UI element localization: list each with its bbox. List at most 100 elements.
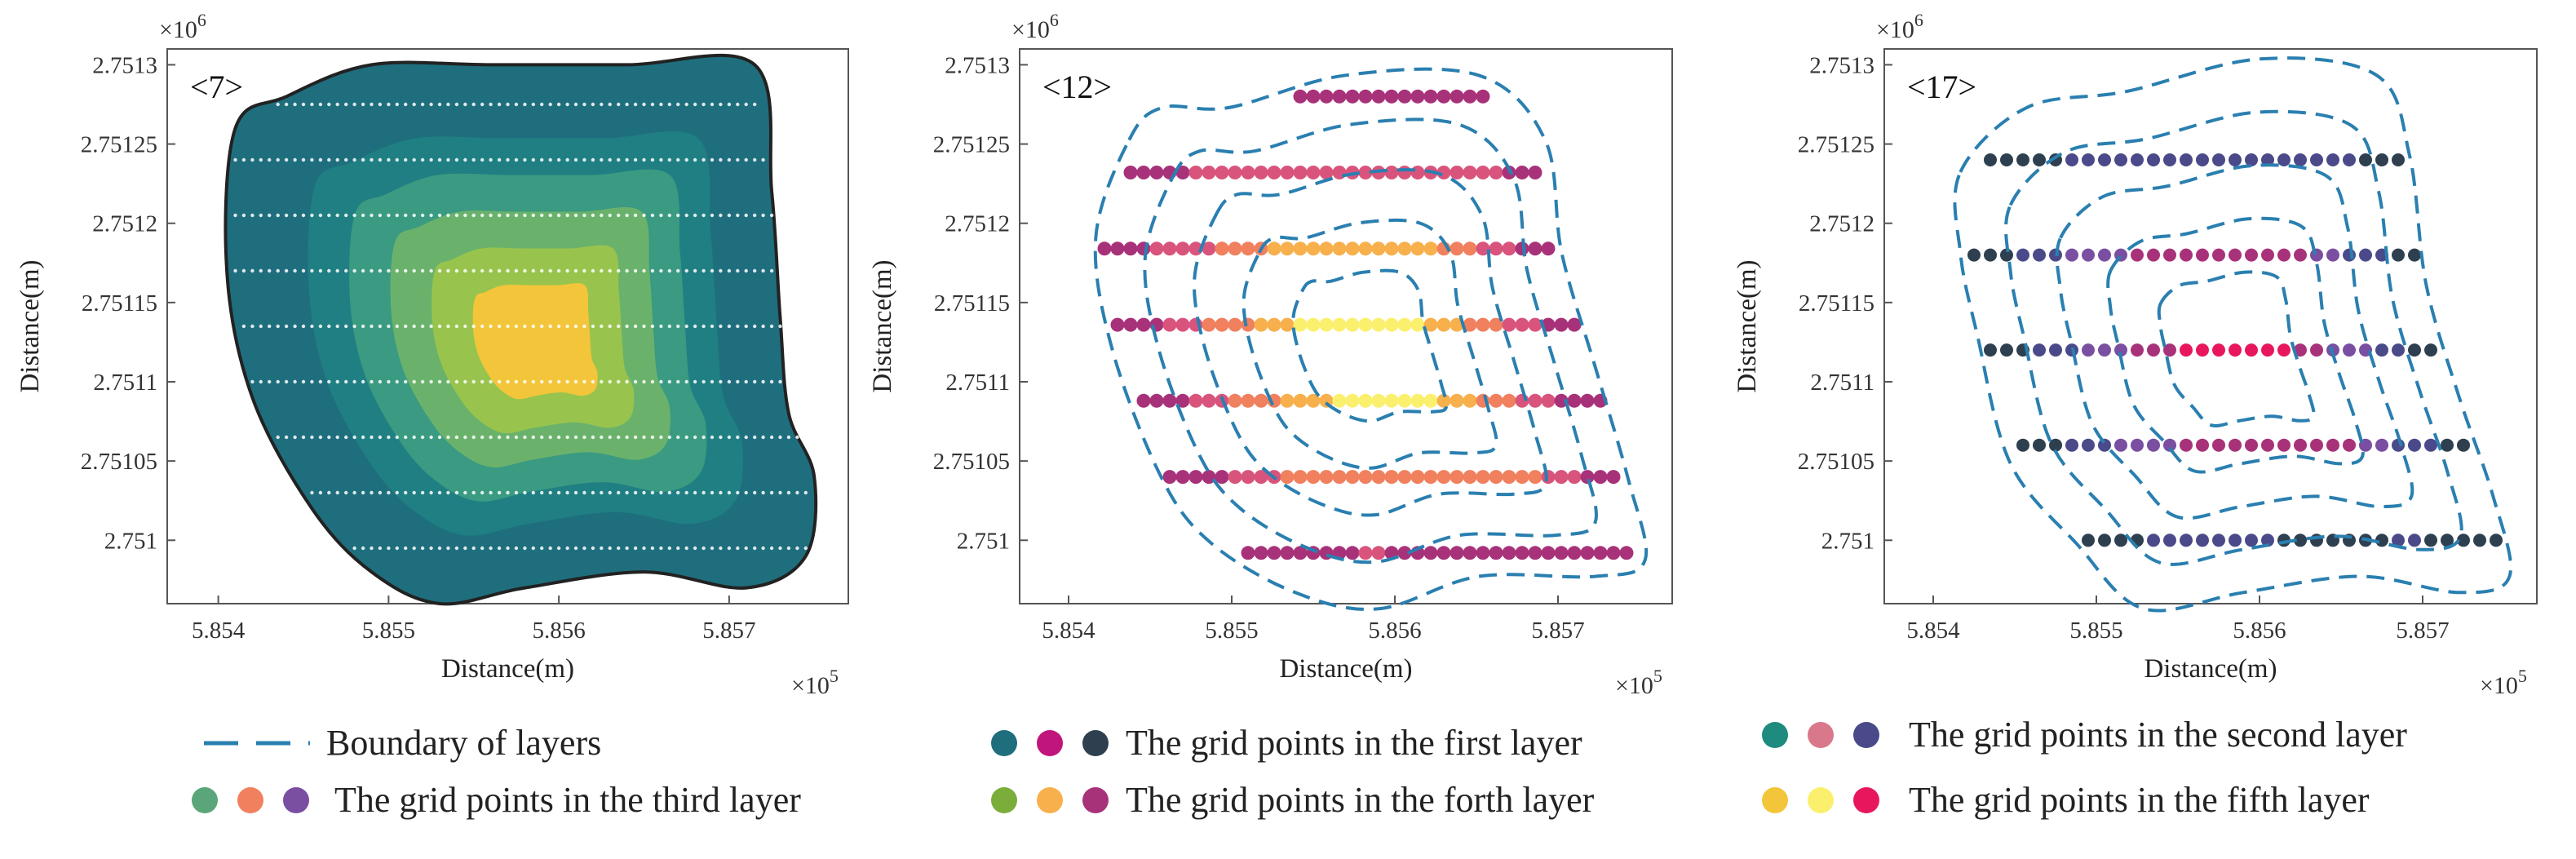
grid-point <box>2343 248 2356 262</box>
grid-point <box>1358 166 1373 179</box>
grid-point <box>506 268 510 273</box>
grid-point <box>471 490 476 495</box>
grid-point <box>702 324 706 329</box>
grid-point <box>2131 248 2144 262</box>
grid-point <box>633 546 638 551</box>
grid-point <box>412 379 416 384</box>
grid-point <box>1489 470 1503 485</box>
grid-point <box>293 157 297 162</box>
grid-point <box>2196 534 2209 547</box>
grid-point <box>684 490 688 495</box>
grid-point <box>744 379 748 384</box>
grid-point <box>753 157 757 162</box>
grid-point <box>736 490 740 495</box>
grid-point <box>429 324 433 329</box>
grid-point <box>727 157 732 162</box>
grid-point <box>736 379 740 384</box>
grid-point <box>1502 393 1516 408</box>
grid-point <box>1502 546 1516 560</box>
grid-point <box>2033 343 2046 357</box>
grid-point <box>702 213 706 218</box>
grid-point <box>702 268 706 273</box>
grid-point <box>531 102 535 107</box>
grid-point <box>344 213 348 218</box>
grid-point <box>1450 393 1464 408</box>
grid-point <box>293 268 297 273</box>
grid-point <box>446 102 450 107</box>
grid-point <box>2441 534 2454 547</box>
grid-point <box>1528 166 1543 179</box>
grid-point <box>387 213 391 218</box>
y-tick-label: 2.7513 <box>92 52 157 78</box>
grid-point <box>480 546 485 551</box>
grid-point <box>1175 241 1190 256</box>
grid-point <box>241 213 246 218</box>
grid-point <box>268 324 272 329</box>
grid-point <box>429 379 433 384</box>
grid-point <box>617 435 621 440</box>
grid-point <box>1397 470 1412 485</box>
grid-point <box>591 157 595 162</box>
grid-point <box>395 490 399 495</box>
grid-point <box>565 435 569 440</box>
grid-point <box>753 435 757 440</box>
grid-point <box>1267 241 1281 256</box>
grid-point <box>335 379 339 384</box>
grid-point <box>702 379 706 384</box>
grid-point <box>565 102 569 107</box>
grid-point <box>352 490 356 495</box>
grid-point <box>446 157 450 162</box>
grid-point <box>2343 438 2356 452</box>
grid-point <box>506 157 510 162</box>
grid-point <box>514 324 519 329</box>
grid-point <box>2245 438 2258 452</box>
grid-point <box>642 102 646 107</box>
grid-point <box>514 435 519 440</box>
grid-point <box>2457 534 2470 547</box>
grid-point <box>2424 438 2437 452</box>
grid-point <box>352 157 356 162</box>
grid-point <box>650 324 655 329</box>
grid-point <box>778 546 782 551</box>
grid-point <box>301 435 306 440</box>
grid-point <box>2114 343 2127 357</box>
grid-point <box>582 102 586 107</box>
grid-point <box>684 157 688 162</box>
grid-point <box>1397 393 1412 408</box>
layer-boundary-5 <box>1291 268 1449 423</box>
grid-point <box>523 157 527 162</box>
grid-point <box>361 546 365 551</box>
grid-point <box>420 546 425 551</box>
grid-point <box>591 435 595 440</box>
grid-point <box>684 379 688 384</box>
grid-point <box>684 546 688 551</box>
grid-point <box>1515 546 1529 560</box>
grid-point <box>293 379 297 384</box>
grid-point <box>769 324 774 329</box>
grid-point <box>293 213 297 218</box>
grid-point <box>1371 546 1386 560</box>
grid-point <box>1306 166 1321 179</box>
grid-point <box>463 102 467 107</box>
grid-point <box>1554 393 1569 408</box>
grid-point <box>1280 470 1295 485</box>
grid-point <box>259 157 263 162</box>
grid-point <box>233 213 237 218</box>
grid-point <box>361 268 365 273</box>
grid-point <box>506 324 510 329</box>
layer-boundary-1 <box>1093 67 1649 611</box>
grid-point <box>1476 546 1490 560</box>
x-axis-label: Distance(m) <box>2144 654 2277 684</box>
grid-point <box>523 435 527 440</box>
legend-label: The grid points in the first layer <box>1126 723 1582 763</box>
grid-point <box>1384 166 1399 179</box>
grid-point <box>693 490 697 495</box>
grid-point <box>1228 393 1242 408</box>
grid-point <box>1397 166 1412 179</box>
grid-point <box>736 324 740 329</box>
grid-point <box>489 213 493 218</box>
grid-point <box>642 213 646 218</box>
grid-point <box>710 490 715 495</box>
grid-point <box>387 435 391 440</box>
grid-point <box>387 157 391 162</box>
